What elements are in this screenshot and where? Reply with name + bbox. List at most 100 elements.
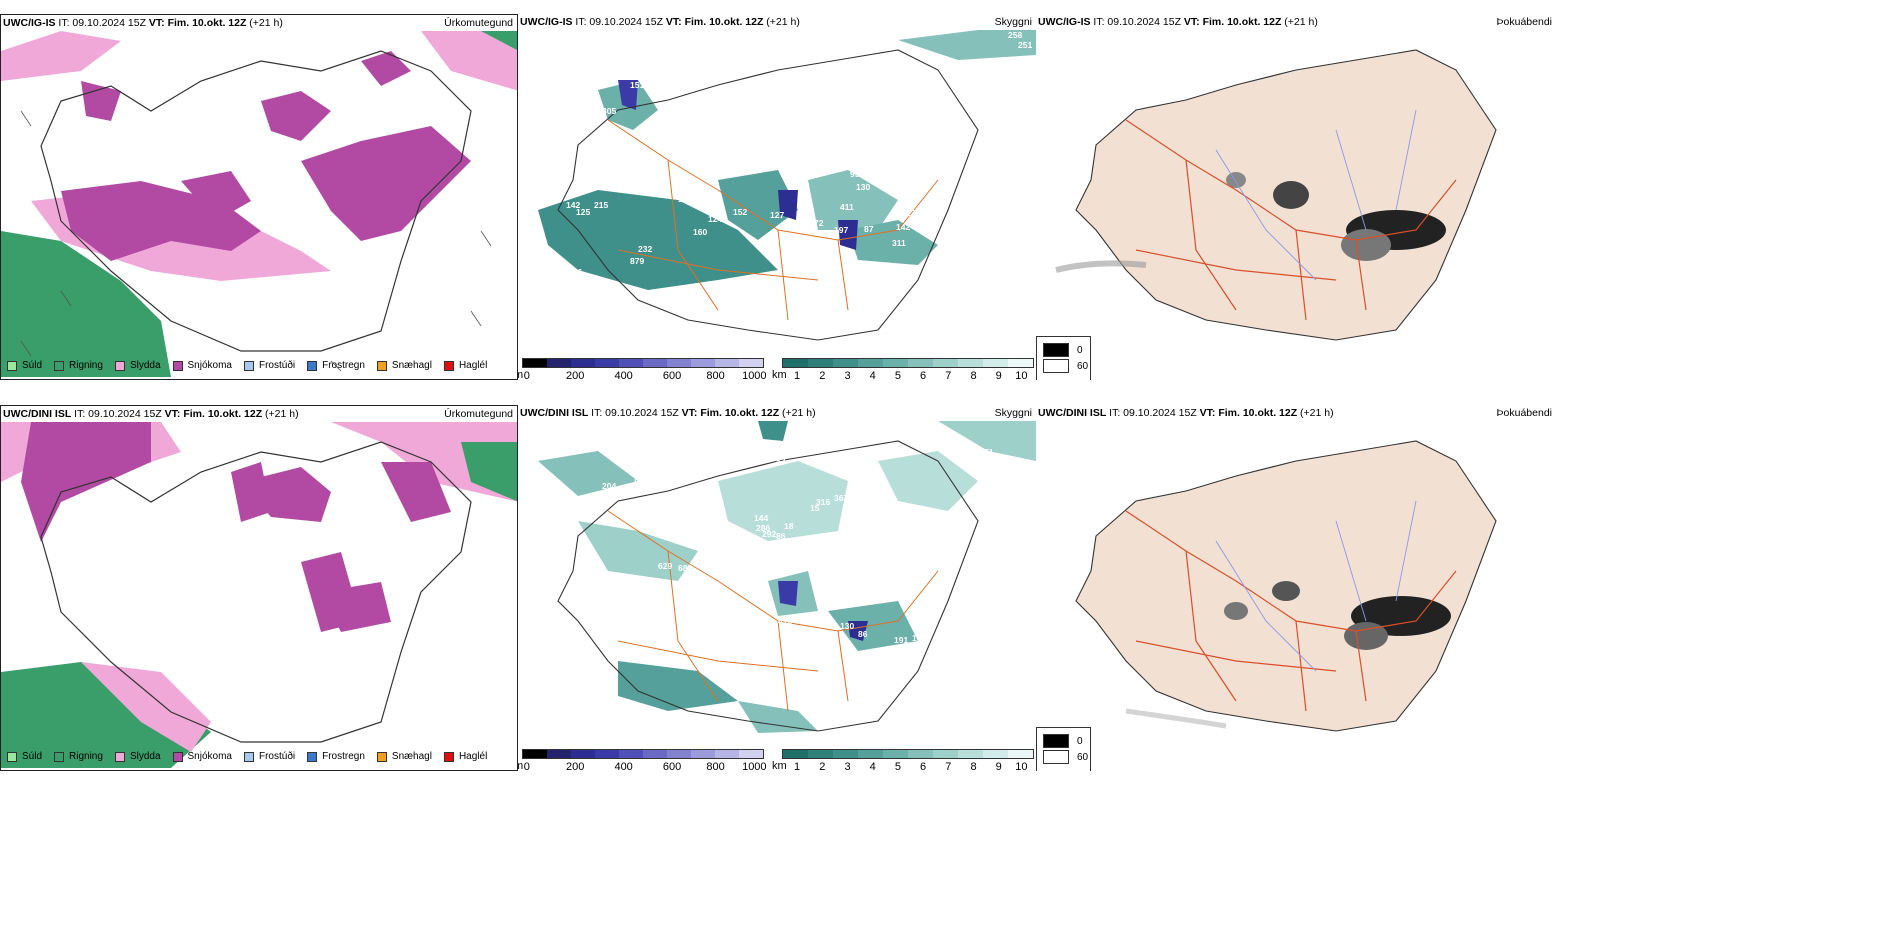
cloud-base-label: 18 <box>784 521 794 531</box>
cloud-base-label: 86 <box>776 531 786 541</box>
legend-item-frostudi: Frostúði <box>243 751 295 762</box>
legend-item-slydda: Slydda <box>114 360 161 371</box>
precip-type-legend: Súld Rigning Slydda Snjókoma Frostúði Fr… <box>7 360 487 371</box>
cloud-base-label: 125 <box>576 207 590 217</box>
cloud-base-label: 197 <box>834 225 848 235</box>
vis-tick: 2 <box>819 370 826 380</box>
panel-header: UWC/IG-IS IT: 09.10.2024 15Z VT: Fim. 10… <box>1038 16 1318 28</box>
precip-type-map <box>1 422 517 768</box>
vis-tick: 9 <box>995 761 1002 771</box>
cloud-base-label: 151 <box>818 619 832 629</box>
visibility-colorbar: km 1 2 3 4 5 6 7 8 9 10 <box>772 358 1034 380</box>
height-tick: 600 <box>662 761 682 771</box>
fog-legend-light-label: 60 <box>1077 751 1089 763</box>
cloud-base-label: 413 <box>778 616 792 626</box>
fog-legend: 0 60 <box>1036 336 1091 380</box>
panel-title: Úrkomutegund <box>444 17 513 29</box>
cloud-base-label: 71 <box>984 447 994 457</box>
cloud-base-label: 33 <box>858 491 868 501</box>
fog-legend-light <box>1043 750 1069 764</box>
vis-tick: 7 <box>945 761 952 771</box>
vis-tick: 2 <box>819 761 826 771</box>
height-colorbar: m 0 200 400 600 800 1000 <box>518 749 767 771</box>
vis-tick: 6 <box>920 370 927 380</box>
cloud-base-label: 160 <box>693 227 707 237</box>
cloud-base-label: 258 <box>1008 30 1022 40</box>
vis-tick: 1 <box>794 370 801 380</box>
cloud-base-label: 10 <box>796 164 806 174</box>
cloud-base-label: 880 <box>874 493 888 503</box>
height-tick: 800 <box>706 761 725 771</box>
cloud-base-label: 179 <box>678 194 692 204</box>
cloud-base-label: 429 <box>886 509 900 519</box>
precip-type-legend: Súld Rigning Slydda Snjókoma Frostúði Fr… <box>7 751 487 762</box>
visibility-panel-ig: UWC/IG-IS IT: 09.10.2024 15Z VT: Fim. 10… <box>518 14 1036 380</box>
cloud-base-label: 316 <box>816 497 830 507</box>
panel-header: UWC/DINI ISL IT: 09.10.2024 15Z VT: Fim.… <box>520 407 816 419</box>
legend-item-snjokoma: Snjókoma <box>172 751 232 762</box>
cloud-base-label: 218 <box>936 128 950 138</box>
fog-legend-dark <box>1043 734 1069 748</box>
cloud-base-label: 367 <box>834 493 848 503</box>
cloud-base-label: 142 <box>566 200 580 210</box>
cloud-base-label: 329 <box>730 128 744 138</box>
fog-legend-light <box>1043 359 1069 373</box>
fog-legend-light-label: 60 <box>1077 360 1089 372</box>
cloud-base-label: 215 <box>594 200 608 210</box>
cloud-base-label: 104 <box>912 633 926 643</box>
cloud-base-label: 53 <box>776 456 786 466</box>
height-colorbar-strip <box>522 749 764 759</box>
visibility-panel-dini: UWC/DINI ISL IT: 09.10.2024 15Z VT: Fim.… <box>518 405 1036 771</box>
panel-header: UWC/IG-IS IT: 09.10.2024 15Z VT: Fim. 10… <box>3 17 283 29</box>
legend-item-haglel: Haglél <box>443 360 487 371</box>
legend-item-rigning: Rigning <box>54 751 103 762</box>
cloud-base-label: 9 <box>710 563 715 573</box>
cloud-base-label: 144 <box>754 513 768 523</box>
cloud-base-label: 956 <box>850 169 864 179</box>
legend-item-haglel: Haglél <box>443 751 487 762</box>
cloud-base-label: 127 <box>770 210 784 220</box>
legend-item-snaehagl: Snæhagl <box>376 751 432 762</box>
cloud-base-label: 629 <box>658 561 672 571</box>
height-colorbar: m 0 200 400 600 800 1000 <box>518 358 767 380</box>
visibility-colorbar-strip <box>782 749 1034 759</box>
vis-tick: 10 <box>1015 761 1028 771</box>
cloud-base-label: 152 <box>733 207 747 217</box>
height-tick: 400 <box>614 761 633 771</box>
vis-tick: 1 <box>794 761 801 771</box>
cloud-base-label: 191 <box>894 635 908 645</box>
cloud-base-label: 251 <box>1018 40 1032 50</box>
cloud-base-label: 204 <box>602 481 616 491</box>
cloud-base-label: 156 <box>723 539 737 549</box>
height-colorbar-strip <box>522 358 764 368</box>
cloud-base-label: 142 <box>896 222 910 232</box>
fog-legend-dark-label: 0 <box>1077 344 1083 356</box>
visibility-unit: km <box>772 760 787 771</box>
cloud-base-label: 130 <box>840 621 854 631</box>
cloud-base-label: 139 <box>906 208 920 218</box>
height-tick: 200 <box>566 761 585 771</box>
cloud-base-label: 25 <box>648 473 658 483</box>
cloud-base-label: 286 <box>756 523 770 533</box>
panel-header: UWC/DINI ISL IT: 09.10.2024 15Z VT: Fim.… <box>1038 407 1334 419</box>
legend-item-frostregn: Frostregn <box>307 751 365 762</box>
cloud-base-label: 86 <box>858 629 868 639</box>
precip-type-panel-dini: UWC/DINI ISL IT: 09.10.2024 15Z VT: Fim.… <box>0 405 518 771</box>
fog-index-map <box>1036 30 1556 350</box>
cloud-base-label: 315 <box>910 537 924 547</box>
fog-index-panel-ig: UWC/IG-IS IT: 09.10.2024 15Z VT: Fim. 10… <box>1036 14 1556 380</box>
cloud-base-label: 411 <box>840 202 854 212</box>
panel-header: UWC/DINI ISL IT: 09.10.2024 15Z VT: Fim.… <box>3 408 299 420</box>
panel-title: Þokuábendi <box>1496 407 1552 419</box>
vis-tick: 3 <box>844 761 851 771</box>
cloud-base-label: 130 <box>856 182 870 192</box>
cloud-base-label: 15 <box>810 503 820 513</box>
legend-item-rigning: Rigning <box>54 360 103 371</box>
fog-legend-dark-label: 0 <box>1077 735 1083 747</box>
height-tick: 1000 <box>742 761 767 771</box>
height-unit: m <box>518 760 524 771</box>
vis-tick: 8 <box>970 761 977 771</box>
legend-item-sudl: Súld <box>7 751 42 762</box>
cloud-base-label: 189 <box>896 204 910 214</box>
